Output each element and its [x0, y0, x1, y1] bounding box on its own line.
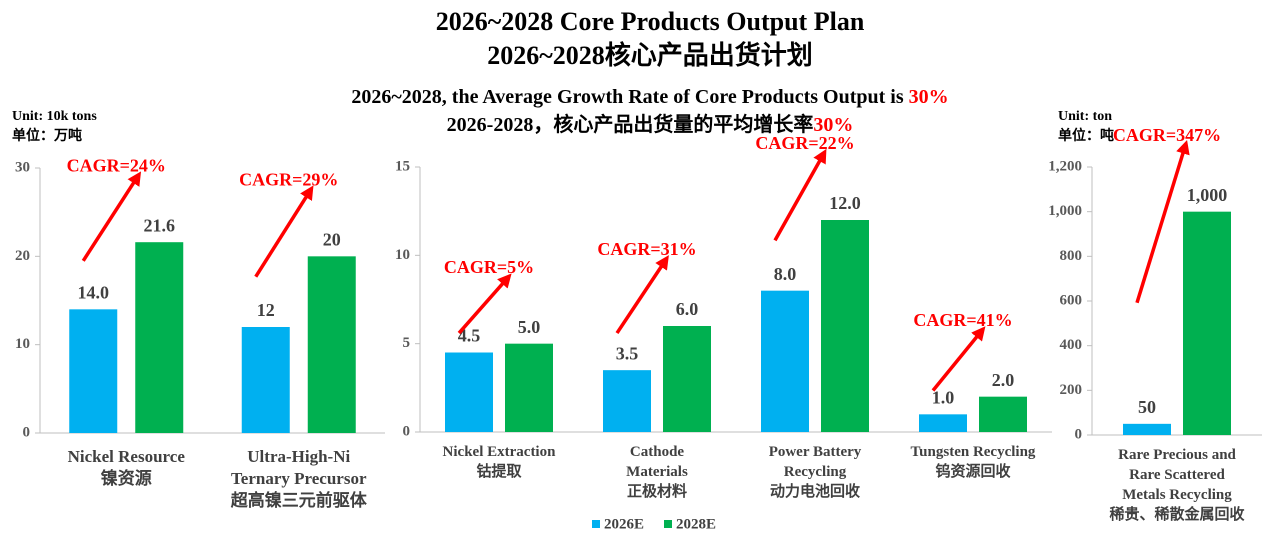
- subtitle-highlight: 30%: [813, 114, 853, 136]
- data-label: 14.0: [78, 282, 110, 302]
- x-tick-label: Power Battery Recycling 动力电池回收: [769, 444, 862, 500]
- legend-label: 2028E: [676, 516, 716, 532]
- y-tick-label: 600: [1060, 292, 1083, 308]
- bar: [1123, 423, 1171, 435]
- bar: [307, 256, 356, 433]
- y-tick-label: 30: [15, 159, 30, 175]
- arrow: [457, 273, 512, 335]
- arrow: [773, 148, 827, 242]
- arrow: [81, 171, 142, 262]
- subtitle-text: 2026-2028，核心产品出货量的平均增长率: [447, 112, 814, 136]
- annotation: CAGR=31%: [597, 239, 696, 259]
- y-tick-label: 15: [395, 158, 410, 174]
- y-tick-label: 800: [1060, 248, 1083, 264]
- y-tick-label: 0: [403, 423, 411, 439]
- y-axis-label: 单位：万吨: [12, 127, 82, 144]
- y-axis-label: Unit: 10k tons: [12, 109, 97, 124]
- data-label: 5.0: [518, 317, 541, 337]
- x-tick-label: Cathode Materials 正极材料: [626, 444, 688, 500]
- y-tick-label: 20: [15, 248, 30, 264]
- legend-swatch: [592, 520, 600, 528]
- x-tick-label: Tungsten Recycling 钨资源回收: [911, 444, 1036, 480]
- bar: [603, 370, 651, 432]
- annotation: CAGR=22%: [755, 133, 854, 153]
- data-label: 50: [1138, 397, 1156, 417]
- data-label: 6.0: [676, 299, 699, 319]
- annotation: CAGR=29%: [239, 169, 338, 189]
- y-tick-label: 1,000: [1048, 203, 1082, 219]
- annotation: CAGR=5%: [444, 257, 534, 277]
- bar: [663, 326, 711, 432]
- arrow: [254, 185, 314, 278]
- bar: [135, 242, 184, 433]
- data-label: 12.0: [829, 193, 861, 213]
- data-label: 12: [257, 300, 275, 320]
- data-label: 8.0: [774, 264, 797, 284]
- bar: [821, 220, 869, 432]
- chart-title: 2026~2028 Core Products Output Plan: [436, 7, 865, 36]
- y-tick-label: 10: [395, 247, 410, 263]
- y-tick-label: 0: [23, 424, 31, 440]
- subtitle-text: 2026~2028, the Average Growth Rate of Co…: [351, 86, 908, 108]
- y-axis-label: Unit: ton: [1058, 109, 1112, 124]
- y-tick-label: 0: [1075, 426, 1083, 442]
- y-tick-label: 200: [1060, 382, 1083, 398]
- bar: [1183, 211, 1231, 435]
- x-tick-label: Ultra-High-Ni Ternary Precursor 超高镍三元前驱体: [231, 447, 368, 510]
- y-tick-label: 1,200: [1048, 158, 1082, 174]
- arrow: [931, 326, 986, 392]
- subtitle-highlight: 30%: [909, 86, 949, 108]
- arrow: [1135, 139, 1190, 304]
- bar: [241, 327, 290, 433]
- bar: [761, 290, 809, 432]
- legend-label: 2026E: [604, 516, 644, 532]
- arrow: [615, 255, 669, 335]
- data-label: 21.6: [144, 215, 176, 235]
- x-tick-label: Nickel Resource 镍资源: [68, 447, 186, 488]
- legend-swatch: [664, 520, 672, 528]
- data-label: 20: [323, 229, 341, 249]
- data-label: 1.0: [932, 387, 955, 407]
- y-tick-label: 10: [15, 336, 30, 352]
- chart-title: 2026~2028核心产品出货计划: [487, 40, 813, 70]
- annotation: CAGR=24%: [67, 155, 166, 175]
- annotation: CAGR=347%: [1113, 125, 1221, 145]
- bar: [445, 352, 493, 432]
- x-tick-label: Rare Precious and Rare Scattered Metals Re…: [1109, 447, 1244, 523]
- y-tick-label: 400: [1060, 337, 1083, 353]
- bar: [979, 396, 1027, 432]
- x-tick-label: Nickel Extraction 钴提取: [443, 444, 557, 480]
- bar: [505, 343, 553, 432]
- bar: [69, 309, 118, 433]
- annotation: CAGR=41%: [913, 310, 1012, 330]
- subtitle: 2026~2028, the Average Growth Rate of Co…: [351, 86, 948, 108]
- subtitle: 2026-2028，核心产品出货量的平均增长率30%: [447, 112, 854, 136]
- y-tick-label: 5: [403, 335, 411, 351]
- data-label: 1,000: [1187, 185, 1228, 205]
- y-axis-label: 单位：吨: [1058, 127, 1114, 144]
- data-label: 3.5: [616, 343, 639, 363]
- bar: [919, 414, 967, 432]
- data-label: 2.0: [992, 370, 1015, 390]
